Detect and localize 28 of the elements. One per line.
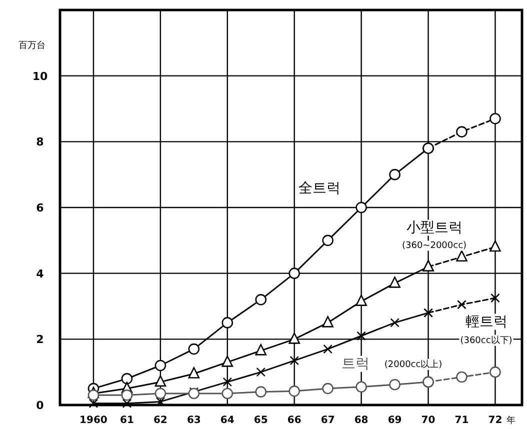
x-tick-label: 64 — [220, 415, 234, 426]
x-tick-label: 70 — [421, 415, 436, 426]
x-tick-label: 1960 — [80, 415, 108, 426]
x-tick-label: 68 — [354, 415, 368, 426]
text: 小型트럭 — [406, 220, 462, 236]
y-tick-label: 4 — [36, 267, 44, 280]
annotation: (360~2000cc) — [402, 240, 467, 251]
x-tick-label: 65 — [254, 415, 268, 426]
x-tick-label: 71 — [454, 415, 469, 426]
annotation: (360cc以下) — [460, 334, 512, 346]
x-tick-label: 72 — [488, 415, 502, 426]
annotation: (2000cc以上) — [384, 358, 442, 370]
y-tick-label: 0 — [36, 399, 44, 412]
y-tick-label: 2 — [36, 333, 44, 346]
series-label: 트럭 — [341, 356, 370, 372]
series-label: 全트럭 — [298, 180, 340, 196]
y-tick-label: 6 — [36, 202, 44, 214]
x-tick-label: 69 — [388, 415, 402, 426]
x-tick-label: 62 — [153, 415, 168, 426]
y-tick-label: 10 — [32, 70, 48, 83]
x-tick-label: 61 — [120, 415, 134, 426]
x-tick-label: 66 — [287, 415, 302, 426]
text: 輕트럭 — [465, 314, 508, 330]
x-tick-label: 67 — [320, 415, 335, 426]
x-axis-title: 年 — [506, 415, 516, 426]
x-tick-label: 63 — [186, 415, 201, 426]
y-axis-title: 百万台 — [18, 40, 46, 51]
y-tick-label: 8 — [36, 136, 44, 149]
